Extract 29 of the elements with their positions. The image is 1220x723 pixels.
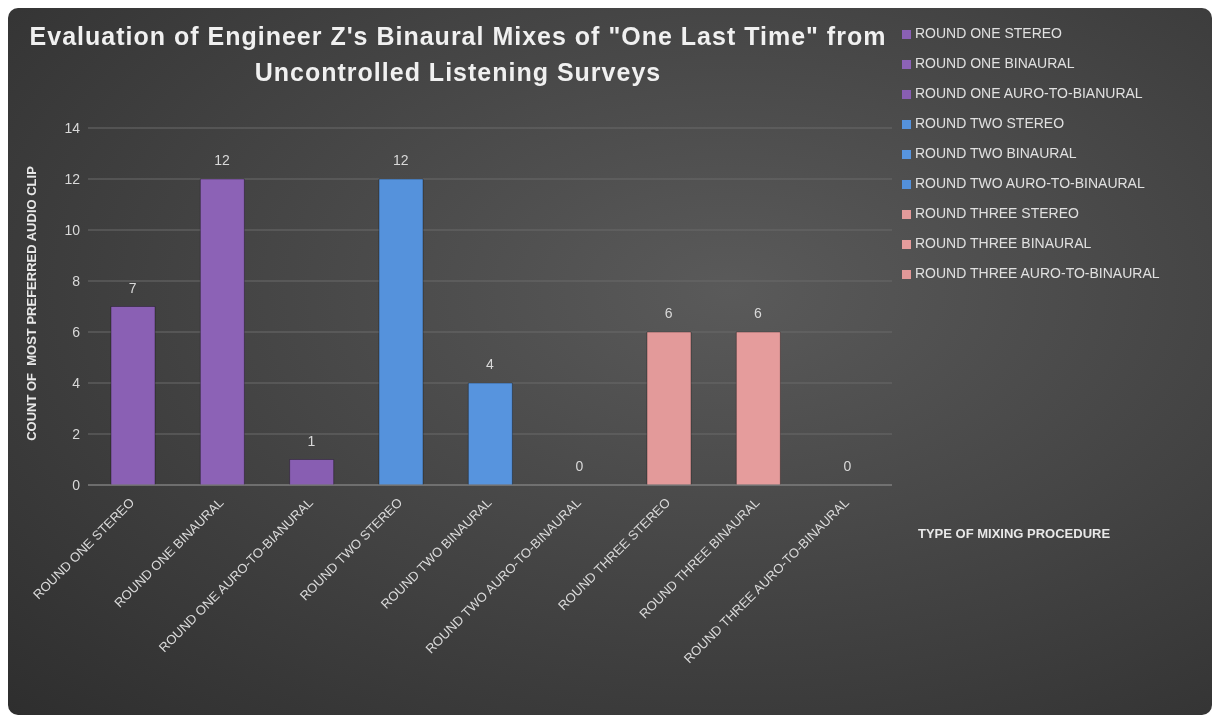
legend-label: ROUND TWO STEREO: [915, 115, 1065, 131]
data-label: 7: [128, 279, 137, 296]
legend-label: ROUND ONE STEREO: [915, 25, 1063, 41]
y-tick-label: 0: [72, 476, 81, 493]
y-tick-label: 8: [72, 272, 81, 289]
data-label: 0: [575, 458, 584, 474]
legend-label: ROUND THREE BINAURAL: [915, 235, 1092, 251]
data-label: 6: [754, 305, 763, 321]
data-label: 12: [214, 152, 230, 168]
x-axis-title: TYPE OF MIXING PROCEDURE: [918, 526, 1111, 541]
legend-label: ROUND ONE BINAURAL: [915, 55, 1075, 71]
legend-label: ROUND THREE AURO-TO-BINAURAL: [915, 265, 1160, 281]
data-label: 4: [486, 356, 495, 372]
data-label: 0: [843, 458, 852, 474]
legend-label: ROUND THREE STEREO: [915, 205, 1079, 221]
y-tick-label: 14: [64, 119, 81, 136]
y-tick-label: 6: [72, 323, 81, 340]
y-axis-title: COUNT OF MOST PREFERRED AUDIO CLIP: [23, 165, 39, 441]
y-tick-label: 10: [64, 221, 81, 238]
legend-label: ROUND TWO BINAURAL: [915, 145, 1077, 161]
y-tick-label: 4: [72, 374, 81, 391]
y-tick-label: 12: [64, 170, 81, 187]
data-label: 6: [664, 305, 673, 321]
y-tick-label: 2: [72, 425, 81, 442]
data-label: 1: [307, 432, 316, 449]
data-label: 12: [392, 152, 409, 168]
legend-label: ROUND TWO AURO-TO-BINAURAL: [915, 175, 1145, 191]
chart-title: Evaluation of Engineer Z's Binaural Mixes of "One Last Time" from Uncontrolled Listening Surveys: [28, 21, 888, 88]
legend-label: ROUND ONE AURO-TO-BIANURAL: [915, 85, 1143, 101]
